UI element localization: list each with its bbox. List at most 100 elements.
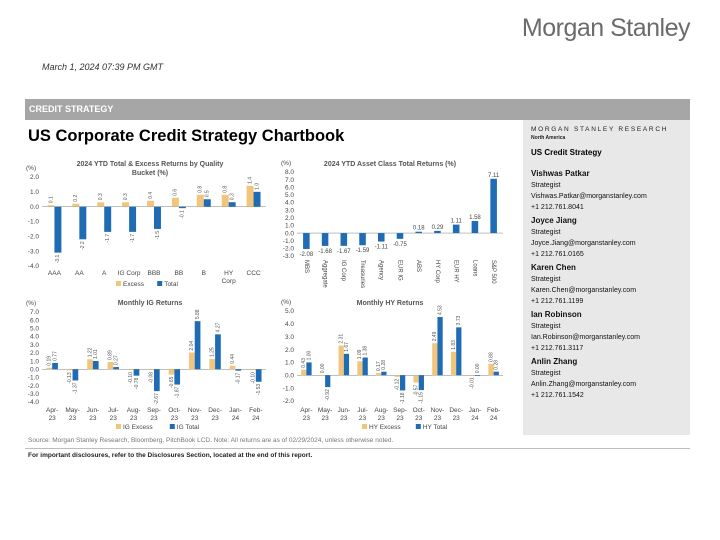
y-tick-label: 2.0 xyxy=(30,350,39,357)
bar xyxy=(79,206,87,240)
x-tick-label-year: 23 xyxy=(340,415,348,422)
bar xyxy=(396,233,404,239)
data-label: 0.4 xyxy=(148,192,154,199)
contact-email[interactable]: Vishwas.Patkar@morganstanley.com xyxy=(531,193,647,200)
y-tick-label: -2.0 xyxy=(28,383,40,390)
x-tick-label: Treasuries xyxy=(359,260,365,288)
x-tick-label: EUR IG xyxy=(396,260,402,281)
y-unit-label: (%) xyxy=(26,300,36,307)
y-tick-label: 3.0 xyxy=(30,342,39,349)
bar xyxy=(113,367,119,370)
bar xyxy=(215,334,221,370)
bar xyxy=(301,369,307,376)
data-label: 1.01 xyxy=(93,349,99,359)
x-tick-label-year: 23 xyxy=(359,415,367,422)
x-tick-label: May- xyxy=(318,407,332,414)
bar xyxy=(493,371,499,376)
y-tick-label: 4.0 xyxy=(30,334,39,341)
chart-title: Monthly IG Returns xyxy=(118,300,183,307)
x-tick-label: Jan- xyxy=(229,407,242,414)
bar xyxy=(122,202,130,207)
page-title: US Corporate Credit Strategy Chartbook xyxy=(28,127,345,145)
bar xyxy=(127,369,134,371)
data-label: -1.5 xyxy=(155,231,161,240)
x-tick-label-year: 23 xyxy=(396,415,404,422)
data-label: -1.37 xyxy=(73,382,79,394)
data-label: -1.53 xyxy=(256,384,262,396)
chart-title-line2: Bucket (%) xyxy=(132,170,168,177)
y-tick-label: -2.0 xyxy=(283,398,295,405)
bar xyxy=(303,233,310,249)
data-label: 0.3 xyxy=(98,193,104,200)
x-tick-label: Aggregate xyxy=(322,260,328,288)
data-label: 1.11 xyxy=(451,219,463,225)
data-label: -0.75 xyxy=(393,242,407,248)
contact-email[interactable]: Karen.Chen@morganstanley.com xyxy=(531,287,637,294)
bar xyxy=(340,233,348,246)
contact-role: Strategist xyxy=(531,323,561,330)
bar xyxy=(168,369,175,375)
bar xyxy=(46,367,53,370)
bar xyxy=(54,206,62,253)
data-label: -0.01 xyxy=(470,377,476,389)
data-label: 0.18 xyxy=(413,226,425,232)
y-tick-label: 4.0 xyxy=(285,200,294,207)
x-tick-label: IG Corp xyxy=(118,270,141,277)
chart-asset-class-returns: (%) 2024 YTD Asset Class Total Returns (%… xyxy=(275,157,510,288)
bar xyxy=(47,205,55,207)
bar xyxy=(250,369,256,371)
x-tick-label-year: 23 xyxy=(378,415,386,422)
bar xyxy=(377,233,385,242)
bar xyxy=(319,375,326,376)
data-label: -0.78 xyxy=(134,377,140,389)
data-label: -2.67 xyxy=(154,393,160,405)
x-tick-label-year: 23 xyxy=(191,415,199,422)
bar xyxy=(189,352,195,370)
x-tick-label: Sep- xyxy=(393,407,407,414)
contact-card: Karen Chen Strategist Karen.Chen@morgans… xyxy=(531,262,689,307)
bar xyxy=(415,231,423,234)
data-label: 0.00 xyxy=(475,363,481,373)
data-label: -1.11 xyxy=(375,245,389,251)
data-label: 4.53 xyxy=(437,305,443,315)
data-label: 0.6 xyxy=(173,189,179,196)
x-tick-label: AAA xyxy=(48,270,62,277)
y-tick-label: 8.0 xyxy=(285,169,294,176)
x-tick-label: ABS xyxy=(415,260,421,272)
bar xyxy=(362,357,368,376)
contact-name: Anlin Zhang xyxy=(531,357,578,366)
bar xyxy=(66,369,73,371)
x-tick-label-year: 24 xyxy=(490,415,498,422)
bar xyxy=(394,375,400,377)
data-label: -0.10 xyxy=(128,372,134,384)
data-label: 0.88 xyxy=(488,352,494,362)
legend-label: Total xyxy=(164,281,178,288)
x-tick-label: AA xyxy=(75,270,84,277)
y-tick-label: -1.0 xyxy=(283,238,295,245)
data-label: -0.08 xyxy=(148,372,154,384)
contact-email[interactable]: Anlin.Zhang@morganstanley.com xyxy=(531,381,637,388)
data-label: 1.38 xyxy=(362,346,368,356)
data-label: 1.00 xyxy=(306,350,312,360)
bar xyxy=(196,194,204,207)
y-tick-label: -1.0 xyxy=(28,375,40,382)
contact-phone: +1 212.761.8041 xyxy=(531,204,584,211)
contact-email[interactable]: Ian.Robinson@morganstanley.com xyxy=(531,334,640,341)
bar xyxy=(203,199,211,207)
x-tick-label: HY xyxy=(224,270,234,277)
chart-monthly-ig-returns: (%) Monthly IG Returns 7.0 6.0 5.0 4.0 3.0 2.0 1… xyxy=(20,295,275,435)
x-tick-label: Jul- xyxy=(357,407,367,414)
chart-quality-bucket-returns: (%) 2024 YTD Total & Excess Returns by Qu… xyxy=(20,157,275,292)
y-tick-label: -1.0 xyxy=(283,385,295,392)
bar xyxy=(343,353,350,376)
bar xyxy=(490,178,497,234)
data-label: 2.49 xyxy=(432,331,438,341)
bar xyxy=(148,369,154,370)
x-tick-label-year: 23 xyxy=(130,415,138,422)
bar xyxy=(209,359,216,370)
bar xyxy=(92,361,99,370)
x-tick-label-year: 23 xyxy=(89,415,97,422)
bar xyxy=(229,365,236,370)
data-label: 1.22 xyxy=(87,347,93,357)
contact-email[interactable]: Joyce.Jiang@morganstanley.com xyxy=(531,240,636,247)
